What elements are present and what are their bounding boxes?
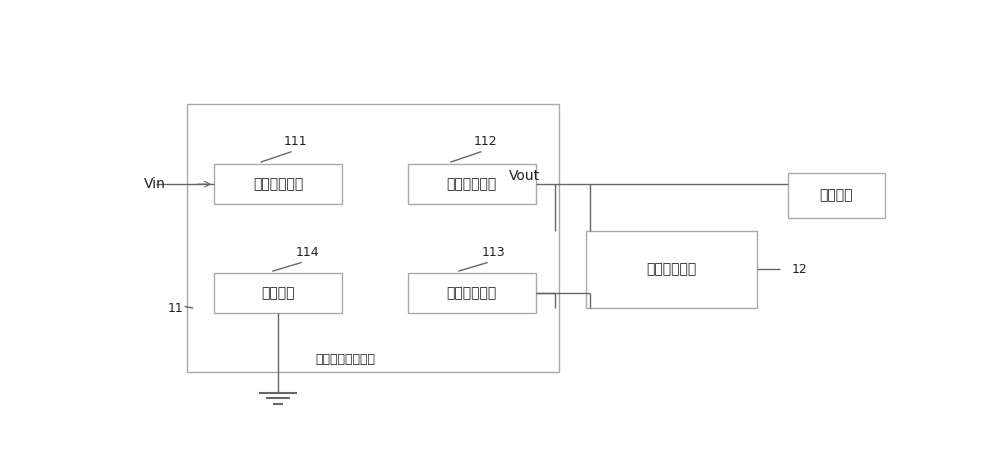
Text: 反馈控制电路: 反馈控制电路	[646, 262, 696, 276]
Bar	[187, 104, 559, 372]
Text: 112: 112	[474, 135, 497, 148]
Text: 114: 114	[295, 246, 319, 259]
Text: 电源输出模块: 电源输出模块	[447, 177, 497, 191]
Text: 11: 11	[168, 302, 183, 315]
Text: 12: 12	[792, 263, 807, 276]
Bar	[586, 231, 757, 308]
Bar	[214, 273, 342, 314]
Text: 受电设备: 受电设备	[819, 189, 853, 202]
Text: Vout: Vout	[509, 169, 540, 183]
Bar	[408, 273, 536, 314]
Bar	[408, 164, 536, 204]
Text: 111: 111	[284, 135, 307, 148]
Text: Vin: Vin	[144, 177, 166, 191]
Text: 113: 113	[481, 246, 505, 259]
Text: 反馈比较模块: 反馈比较模块	[447, 286, 497, 300]
Text: 电源输入模块: 电源输入模块	[253, 177, 303, 191]
Text: 电源输入输出电路: 电源输入输出电路	[316, 353, 376, 366]
Bar	[214, 164, 342, 204]
Text: 接地模块: 接地模块	[261, 286, 295, 300]
Bar	[788, 173, 885, 218]
